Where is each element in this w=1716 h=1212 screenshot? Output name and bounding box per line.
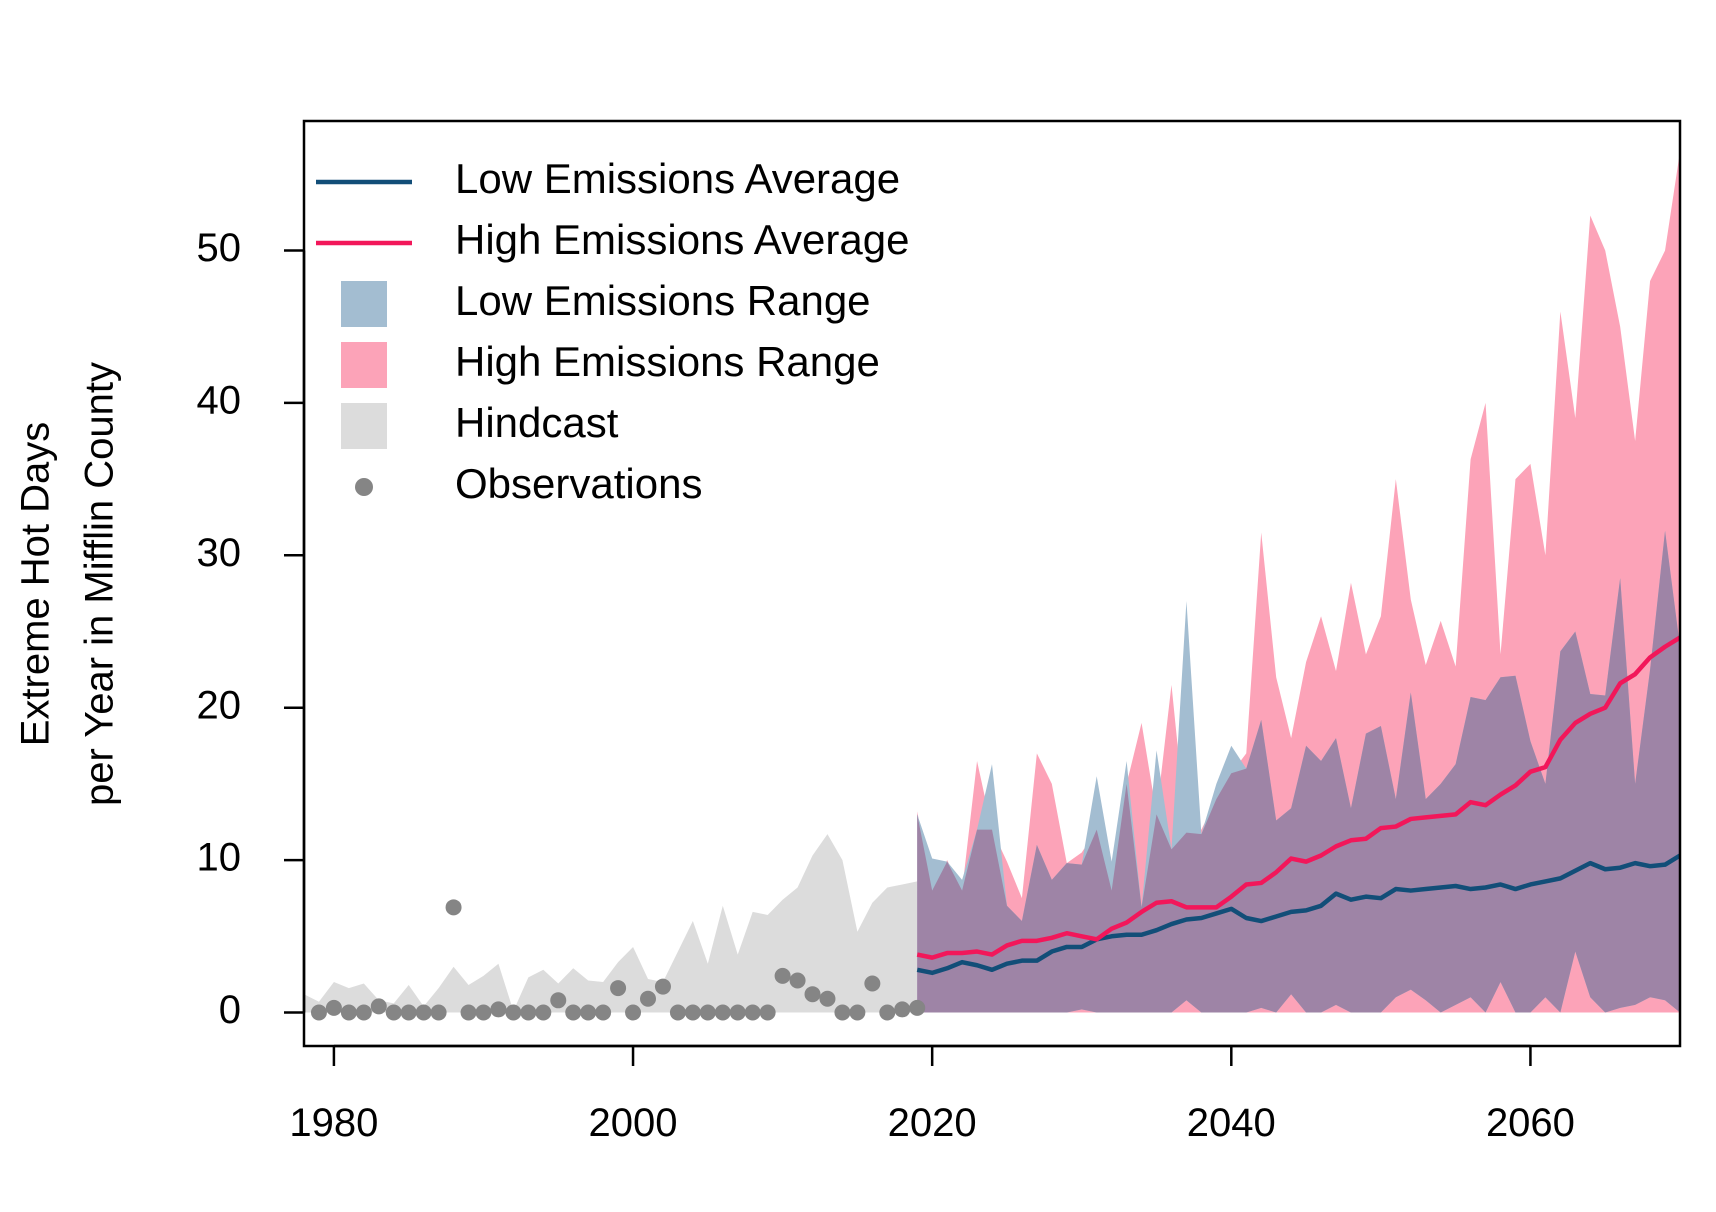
observation-point [744,1004,761,1021]
x-tick-label: 2020 [888,1101,977,1145]
observation-point [490,1001,507,1018]
observation-point [310,1004,327,1021]
observation-point [640,990,656,1007]
observation-point [759,1004,776,1021]
observation-point [550,992,567,1009]
observation-point [819,990,836,1007]
y-tick-label: 10 [197,836,242,880]
observation-point [714,1004,731,1021]
y-tick-label: 20 [197,683,242,727]
observation-point [595,1004,612,1021]
observation-point [475,1004,492,1021]
observation-point [864,975,881,992]
observation-point [565,1004,582,1021]
legend-item-high-emissions-average: High Emissions Average [316,216,909,263]
observation-point [535,1004,552,1021]
observation-point [894,1001,911,1018]
legend-label: High Emissions Range [455,338,880,385]
legend-label: Low Emissions Range [455,277,871,324]
observation-point [355,1004,372,1021]
y-axis-title: Extreme Hot Days per Year in Mifflin Cou… [14,362,122,806]
observation-point [879,1004,896,1021]
legend-item-low-emissions-average: Low Emissions Average [316,155,900,202]
observation-point [400,1004,417,1021]
observation-point [325,999,342,1016]
observation-point [669,1004,686,1021]
legend-swatch-box [341,342,387,388]
x-axis: 1980 2000 2020 2040 2060 [289,1044,1575,1145]
observation-point [505,1004,522,1021]
observation-point [445,899,462,916]
plot-area [304,151,1680,1021]
observation-point [729,1004,746,1021]
observation-point [774,967,791,984]
legend-label: High Emissions Average [455,216,909,263]
observation-point [834,1004,851,1021]
high-emissions-average-line [916,635,1680,960]
observation-point [684,1004,701,1021]
observation-point [804,986,821,1003]
observation-point [654,978,671,995]
legend-swatch-box [341,403,387,449]
legend-label: Hindcast [455,399,619,446]
y-axis-title-line-2: per Year in Mifflin County [78,362,122,806]
legend-item-observations: Observations [355,460,702,507]
x-tick-label: 2000 [589,1101,678,1145]
range-overlap-area [917,530,1680,1013]
observation-point [460,1004,477,1021]
y-axis: 0 10 20 30 40 50 [197,226,306,1032]
observation-point [385,1004,402,1021]
observation-point [340,1004,357,1021]
y-axis-title-line-1: Extreme Hot Days [14,422,58,747]
observation-point [610,980,627,997]
legend-item-hindcast: Hindcast [341,399,619,449]
low-emissions-average-line [916,853,1680,976]
legend-item-low-emissions-range: Low Emissions Range [341,277,871,327]
y-tick-label: 0 [219,988,241,1032]
observation-point [625,1004,642,1021]
y-tick-label: 40 [197,378,242,422]
hindcast-area [304,834,918,1013]
y-tick-label: 30 [197,531,242,575]
observation-point [789,972,806,989]
observation-point [520,1004,537,1021]
observation-point [699,1004,716,1021]
y-tick-label: 50 [197,226,242,270]
x-tick-label: 1980 [289,1101,378,1145]
observation-point [580,1004,597,1021]
observation-point [415,1004,432,1021]
x-tick-label: 2060 [1486,1101,1575,1145]
observation-points [310,899,926,1021]
observation-point [370,998,387,1015]
observation-point [909,999,926,1016]
legend-swatch-box [341,281,387,327]
legend-label: Low Emissions Average [455,155,900,202]
observation-point [430,1004,447,1021]
observation-point [849,1004,866,1021]
x-tick-label: 2040 [1187,1101,1276,1145]
legend-swatch-point [355,478,373,496]
legend-label: Observations [455,460,702,507]
legend-item-high-emissions-range: High Emissions Range [341,338,880,388]
legend: Low Emissions Average High Emissions Aver… [316,155,909,507]
